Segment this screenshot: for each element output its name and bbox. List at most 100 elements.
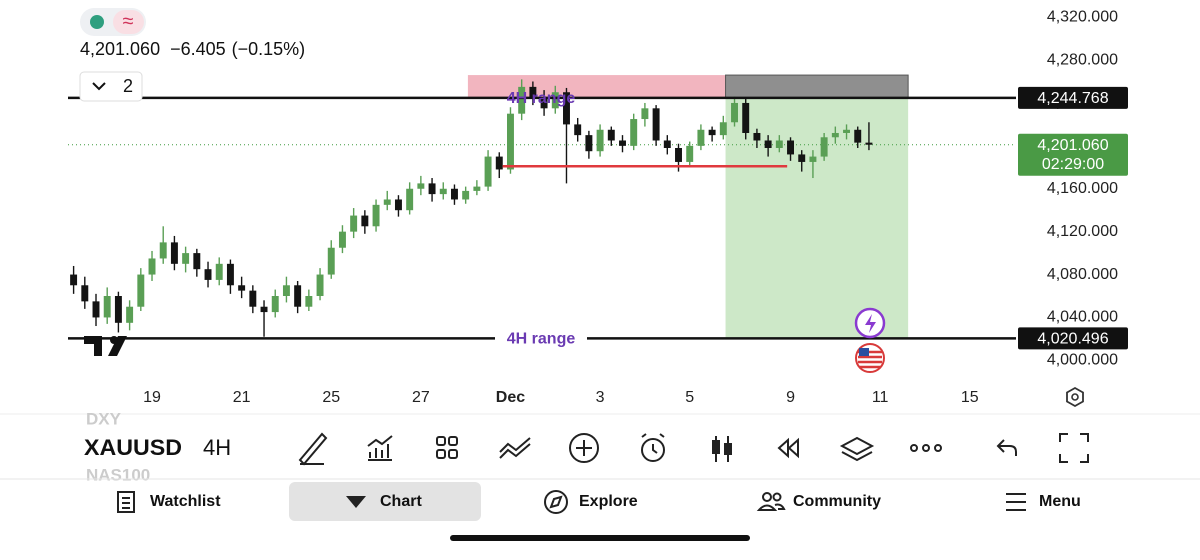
candle-body <box>607 129 615 141</box>
y-tick-label: 4,280.000 <box>1047 51 1118 68</box>
candle-body <box>686 145 694 162</box>
candle-body <box>708 129 716 136</box>
compass <box>549 495 563 509</box>
last-price-label: 4,201.060 <box>1037 137 1108 154</box>
y-tick-label: 4,160.000 <box>1047 180 1118 197</box>
candle-body <box>92 301 100 318</box>
community-icon <box>772 492 782 502</box>
flag-canton <box>859 348 869 356</box>
candle-body <box>518 86 526 114</box>
position-target <box>725 97 909 339</box>
nav-active-bg <box>289 482 481 521</box>
home-indicator <box>450 535 750 541</box>
x-tick-label: 25 <box>322 389 340 406</box>
price-tag <box>1018 86 1128 109</box>
header-price: 4,201.060 −6.405 (−0.15%) <box>80 39 305 59</box>
undo-icon[interactable] <box>996 439 1017 456</box>
toolbar-icons <box>298 432 1089 466</box>
delay-icon: ≈ <box>123 10 134 32</box>
candle-body <box>843 129 851 133</box>
position-stop <box>725 74 909 99</box>
x-tick-label: 21 <box>233 389 251 406</box>
x-tick-label: 19 <box>143 389 161 406</box>
candle-body <box>854 129 862 143</box>
chart-icon <box>346 496 366 508</box>
candle-body <box>70 274 78 286</box>
candle-body <box>406 188 414 211</box>
x-tick-label: 5 <box>685 389 694 406</box>
candle-body <box>126 306 134 323</box>
settings-icon[interactable] <box>1066 386 1084 408</box>
candle-body <box>596 129 604 152</box>
candle-body <box>831 132 839 138</box>
layout-icon <box>448 436 458 446</box>
candle-body <box>675 148 682 162</box>
candle-glyph <box>712 440 720 454</box>
candle-body <box>529 86 537 98</box>
interval-button[interactable]: 4H <box>203 435 231 460</box>
community-icon <box>762 492 772 502</box>
layout-button[interactable] <box>79 71 143 102</box>
candle-body <box>417 183 425 189</box>
candle-body <box>652 108 660 141</box>
y-tick-label: 4,080.000 <box>1047 266 1118 283</box>
alert-icon[interactable] <box>641 438 665 462</box>
candle-glyph <box>724 443 732 455</box>
candle-body <box>719 122 727 136</box>
candle-body <box>641 108 649 120</box>
candle-body <box>764 140 772 148</box>
more-icon[interactable] <box>910 444 918 452</box>
draw-icon[interactable] <box>298 432 328 466</box>
candle-body <box>114 296 122 323</box>
price-tag-label: 4,244.768 <box>1037 90 1108 107</box>
candle-body <box>327 247 335 275</box>
candle-body <box>350 215 358 232</box>
candle-body <box>238 285 246 291</box>
candle-body <box>574 124 582 136</box>
layout-icon[interactable] <box>436 436 446 446</box>
candle-body <box>495 156 503 170</box>
price-tag-label: 4,020.496 <box>1037 331 1108 348</box>
candle-body <box>159 242 167 259</box>
candle-body <box>182 253 190 264</box>
candle-body <box>820 137 828 157</box>
nav-item[interactable]: Chart <box>380 493 422 510</box>
candle-body <box>193 253 201 270</box>
x-tick-label: 9 <box>786 389 795 406</box>
fullscreen-icon[interactable] <box>1059 433 1089 463</box>
range-label: 4H range <box>507 90 576 107</box>
watchlist-lines <box>122 497 130 509</box>
candle-body <box>462 190 470 200</box>
chart-area: 4,000.000 4,040.000 4,080.000 4,120.000 4,16… <box>68 8 1128 406</box>
candle-body <box>294 285 302 307</box>
watchlist-icon <box>117 491 135 513</box>
y-tick-label: 4,320.000 <box>1047 8 1118 25</box>
compare-icon[interactable] <box>499 437 531 459</box>
replay-icon[interactable] <box>777 437 799 459</box>
symbol-button[interactable]: XAUUSD <box>84 435 182 460</box>
indicators-icon[interactable] <box>367 435 393 461</box>
change-pct: (−0.15%) <box>232 39 306 59</box>
nav-item[interactable]: Community <box>793 493 881 510</box>
nav-item[interactable]: Menu <box>1039 493 1081 510</box>
nav-item[interactable]: Explore <box>579 493 638 510</box>
candle-body <box>484 156 492 187</box>
candle-body <box>226 263 234 286</box>
add-icon[interactable] <box>569 433 599 463</box>
candle-body <box>305 296 313 307</box>
candle-body <box>798 154 806 162</box>
y-tick-label: 4,120.000 <box>1047 223 1118 240</box>
layers-icon[interactable] <box>839 436 875 462</box>
y-tick-label: 4,040.000 <box>1047 309 1118 326</box>
chevron <box>92 82 106 91</box>
candle-body <box>204 269 212 280</box>
candle-body <box>271 296 279 313</box>
candle-body <box>170 242 178 264</box>
candle-body <box>865 142 873 145</box>
add-plus <box>576 440 592 456</box>
nav-item[interactable]: Watchlist <box>150 493 221 510</box>
candle-body <box>619 140 626 146</box>
layout-count: 2 <box>123 76 133 96</box>
nav-icons <box>117 490 1026 514</box>
